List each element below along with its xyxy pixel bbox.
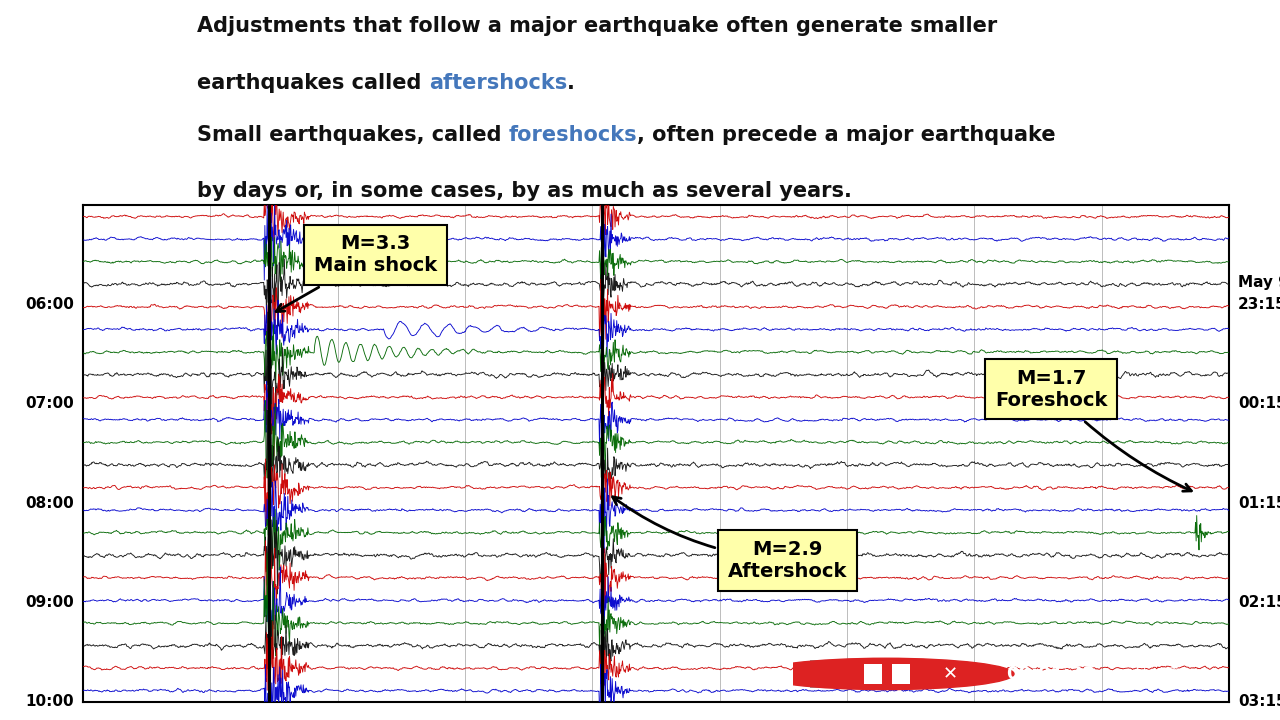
Text: Small earthquakes, called: Small earthquakes, called	[197, 125, 509, 145]
Text: 06:00: 06:00	[26, 297, 74, 312]
Text: 00:15: 00:15	[1238, 397, 1280, 411]
Text: 10:00: 10:00	[26, 695, 74, 709]
FancyBboxPatch shape	[809, 660, 850, 688]
Text: .: .	[567, 73, 575, 93]
Text: aftershocks: aftershocks	[429, 73, 567, 93]
Text: 08:00: 08:00	[26, 496, 74, 510]
Text: M=1.7
Foreshock: M=1.7 Foreshock	[995, 369, 1192, 491]
Text: 02:15: 02:15	[1238, 595, 1280, 610]
Bar	[892, 664, 910, 684]
Text: 23:15: 23:15	[1238, 297, 1280, 312]
Text: earthquakes called: earthquakes called	[197, 73, 429, 93]
Text: 00:01:32: 00:01:32	[1006, 665, 1096, 683]
Text: M=3.3
Main shock: M=3.3 Main shock	[276, 235, 436, 312]
Bar	[864, 664, 882, 684]
Text: 🎙: 🎙	[1135, 665, 1146, 683]
Text: M=2.9
Aftershock: M=2.9 Aftershock	[613, 497, 847, 581]
Circle shape	[758, 658, 1014, 690]
Text: May 9: May 9	[1238, 275, 1280, 289]
Text: foreshocks: foreshocks	[509, 125, 637, 145]
Text: 07:00: 07:00	[26, 397, 74, 411]
Text: Adjustments that follow a major earthquake often generate smaller: Adjustments that follow a major earthqua…	[197, 16, 997, 36]
Text: by days or, in some cases, by as much as several years.: by days or, in some cases, by as much as…	[197, 181, 852, 202]
Text: 03:15: 03:15	[1238, 695, 1280, 709]
Text: ✎: ✎	[1169, 665, 1184, 683]
Text: 09:00: 09:00	[26, 595, 74, 610]
Text: ✕: ✕	[942, 665, 957, 683]
Text: 01:15: 01:15	[1238, 496, 1280, 510]
Text: , often precede a major earthquake: , often precede a major earthquake	[637, 125, 1056, 145]
